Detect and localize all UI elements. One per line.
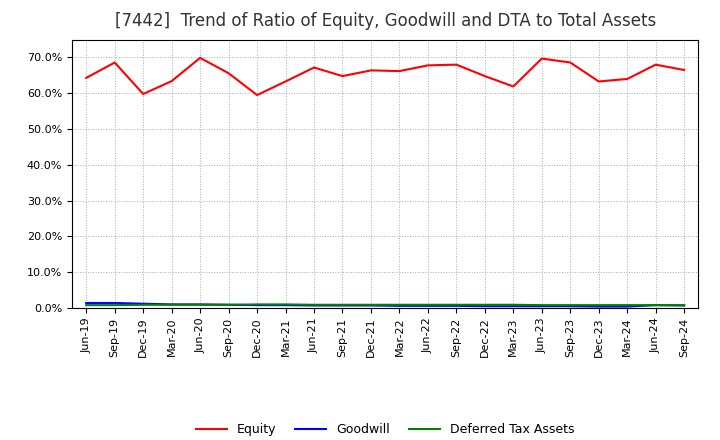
Deferred Tax Assets	[310, 302, 318, 308]
Goodwill	[566, 304, 575, 309]
Deferred Tax Assets	[537, 302, 546, 308]
Deferred Tax Assets	[139, 302, 148, 308]
Deferred Tax Assets	[480, 302, 489, 308]
Deferred Tax Assets	[196, 302, 204, 308]
Goodwill	[139, 301, 148, 306]
Goodwill	[537, 304, 546, 309]
Goodwill	[310, 303, 318, 308]
Deferred Tax Assets	[680, 302, 688, 308]
Equity	[366, 68, 375, 73]
Equity	[395, 69, 404, 74]
Deferred Tax Assets	[366, 302, 375, 308]
Equity	[566, 60, 575, 65]
Goodwill	[680, 303, 688, 308]
Line: Goodwill: Goodwill	[86, 303, 684, 307]
Deferred Tax Assets	[566, 302, 575, 308]
Goodwill	[82, 301, 91, 306]
Goodwill	[652, 302, 660, 308]
Goodwill	[480, 304, 489, 309]
Deferred Tax Assets	[110, 302, 119, 308]
Equity	[652, 62, 660, 67]
Line: Equity: Equity	[86, 58, 684, 95]
Deferred Tax Assets	[623, 302, 631, 308]
Equity	[595, 79, 603, 84]
Line: Deferred Tax Assets: Deferred Tax Assets	[86, 304, 684, 305]
Equity	[196, 55, 204, 60]
Deferred Tax Assets	[395, 302, 404, 308]
Deferred Tax Assets	[509, 302, 518, 308]
Goodwill	[253, 302, 261, 308]
Deferred Tax Assets	[225, 302, 233, 308]
Deferred Tax Assets	[282, 302, 290, 307]
Equity	[139, 92, 148, 97]
Equity	[82, 75, 91, 81]
Equity	[310, 65, 318, 70]
Deferred Tax Assets	[338, 302, 347, 308]
Equity	[537, 56, 546, 61]
Equity	[282, 79, 290, 84]
Legend: Equity, Goodwill, Deferred Tax Assets: Equity, Goodwill, Deferred Tax Assets	[191, 418, 580, 440]
Deferred Tax Assets	[652, 302, 660, 308]
Goodwill	[338, 303, 347, 308]
Equity	[338, 73, 347, 79]
Title: [7442]  Trend of Ratio of Equity, Goodwill and DTA to Total Assets: [7442] Trend of Ratio of Equity, Goodwil…	[114, 12, 656, 30]
Goodwill	[366, 303, 375, 308]
Deferred Tax Assets	[253, 302, 261, 307]
Deferred Tax Assets	[167, 302, 176, 308]
Deferred Tax Assets	[82, 302, 91, 308]
Equity	[680, 67, 688, 73]
Goodwill	[395, 303, 404, 308]
Deferred Tax Assets	[423, 302, 432, 308]
Goodwill	[196, 302, 204, 307]
Goodwill	[595, 304, 603, 309]
Equity	[452, 62, 461, 67]
Equity	[480, 73, 489, 79]
Equity	[623, 76, 631, 81]
Goodwill	[452, 303, 461, 308]
Equity	[253, 92, 261, 98]
Equity	[167, 78, 176, 84]
Equity	[225, 70, 233, 76]
Goodwill	[282, 302, 290, 308]
Goodwill	[509, 304, 518, 309]
Goodwill	[423, 303, 432, 308]
Equity	[110, 60, 119, 65]
Equity	[423, 63, 432, 68]
Deferred Tax Assets	[452, 302, 461, 308]
Goodwill	[167, 302, 176, 307]
Deferred Tax Assets	[595, 302, 603, 308]
Goodwill	[623, 304, 631, 309]
Goodwill	[110, 301, 119, 306]
Equity	[509, 84, 518, 89]
Goodwill	[225, 302, 233, 308]
